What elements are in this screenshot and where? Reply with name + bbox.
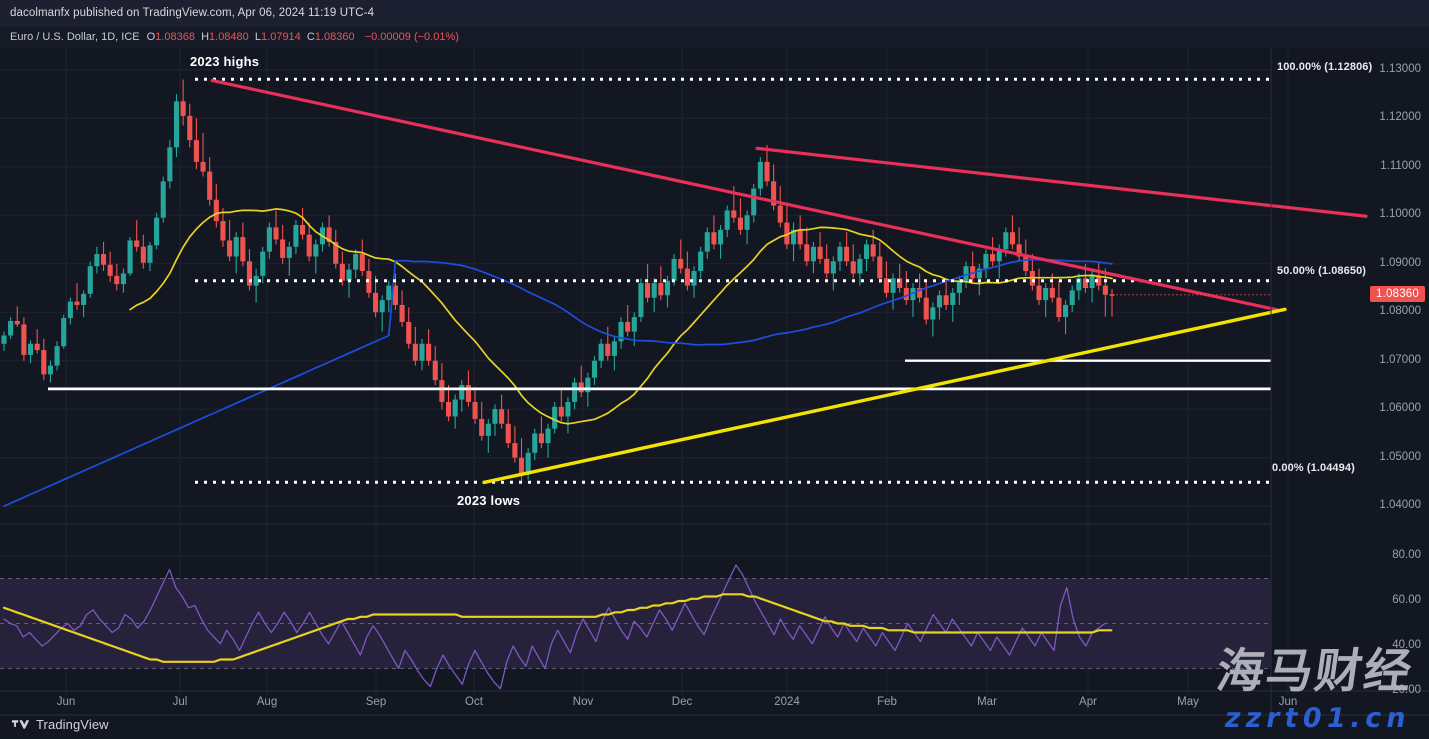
symbol-title[interactable]: Euro / U.S. Dollar, 1D, ICE xyxy=(10,31,140,43)
fib-level-label: 50.00% (1.08650) xyxy=(1277,264,1367,277)
low-label: L xyxy=(254,31,262,43)
chart-canvas xyxy=(0,48,1429,739)
fib-level-label: 0.00% (1.04494) xyxy=(1272,462,1355,475)
high-label: H xyxy=(201,31,210,43)
tradingview-logo[interactable]: TradingView xyxy=(12,717,109,732)
time-tick-label: Oct xyxy=(465,696,483,708)
change-value: −0.00009 (−0.01%) xyxy=(364,31,459,43)
time-tick-label: Jun xyxy=(56,696,76,708)
publish-text: dacolmanfx published on TradingView.com,… xyxy=(10,7,375,19)
low-value: 1.07914 xyxy=(261,31,301,43)
chart-plot-area[interactable]: 1.13000 1.12000 1.11000 1.10000 1.09000 1.080… xyxy=(0,48,1429,739)
publish-bar: dacolmanfx published on TradingView.com,… xyxy=(0,0,1429,26)
current-price-tag[interactable]: 1.08360 xyxy=(1370,285,1425,302)
close-label: C xyxy=(306,31,315,43)
time-tick-label: May xyxy=(1177,696,1199,708)
open-label: O xyxy=(146,31,156,43)
tradingview-wordmark: TradingView xyxy=(36,717,109,732)
watermark-url: zzrt01.cn xyxy=(1222,703,1414,734)
time-tick-label: Apr xyxy=(1079,696,1097,708)
time-tick-label: Jul xyxy=(172,696,188,708)
time-tick-label: Aug xyxy=(256,696,278,708)
close-value: 1.08360 xyxy=(314,31,355,43)
symbol-bar: Euro / U.S. Dollar, 1D, ICE O1.08368 H1.… xyxy=(0,26,1429,48)
time-tick-label: 2024 xyxy=(774,696,800,708)
time-tick-label: Jun xyxy=(1278,696,1298,708)
chart-annotation: 2023 lows xyxy=(457,493,521,508)
high-value: 1.08480 xyxy=(209,31,249,43)
ohlc-values: O1.08368 H1.08480 L1.07914 C1.08360 −0.0… xyxy=(147,31,459,43)
fib-level-label: 100.00% (1.12806) xyxy=(1277,61,1373,74)
time-tick-label: Mar xyxy=(977,696,997,708)
time-tick-label: Dec xyxy=(671,696,693,708)
chart-annotation: 2023 highs xyxy=(190,54,260,69)
watermark-chinese: 海马财经 xyxy=(1213,644,1417,699)
time-tick-label: Nov xyxy=(572,696,594,708)
time-tick-label: Feb xyxy=(877,696,897,708)
time-tick-label: Sep xyxy=(365,696,387,708)
tradingview-mark-icon xyxy=(12,719,29,729)
open-value: 1.08368 xyxy=(155,31,195,43)
